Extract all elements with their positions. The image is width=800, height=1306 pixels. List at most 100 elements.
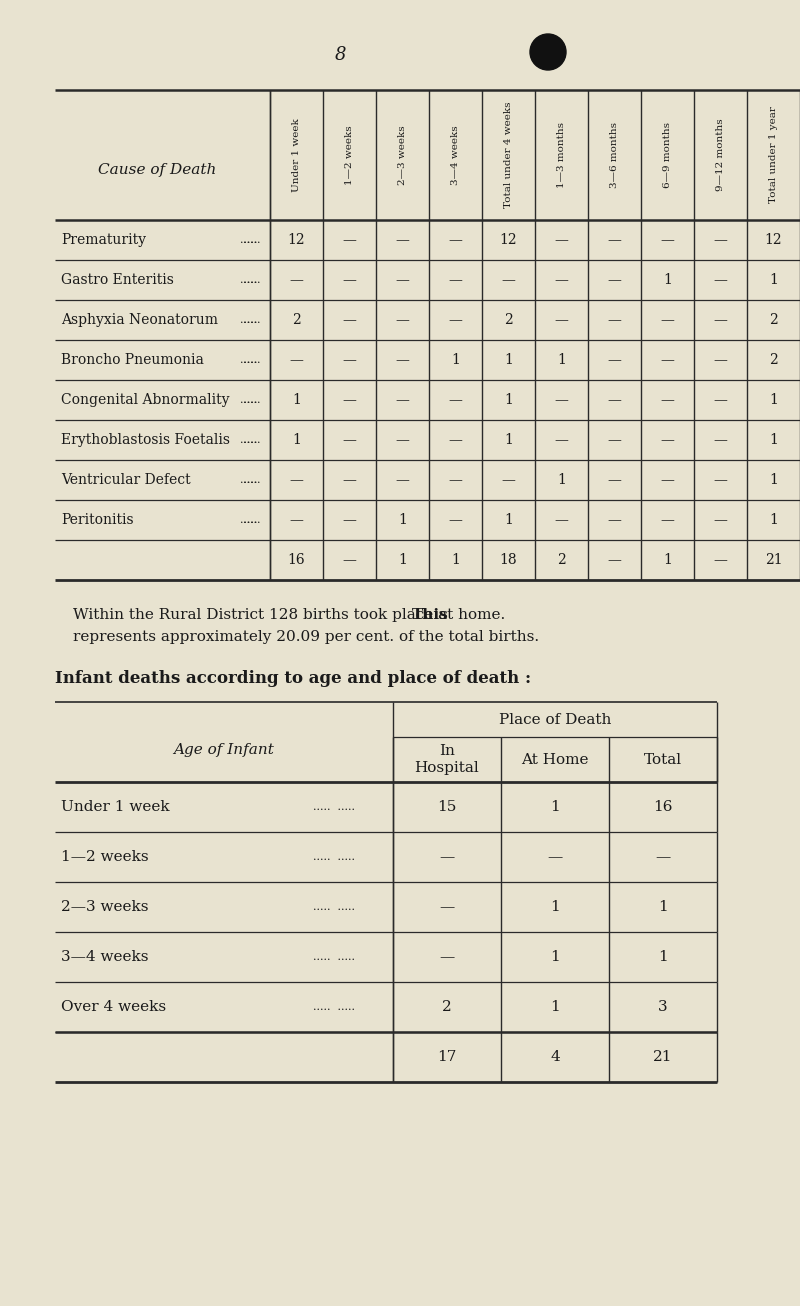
Text: —: — [395,434,410,447]
Text: .....  .....: ..... ..... [313,852,355,862]
Text: .....: ..... [240,315,258,325]
Text: .....: ..... [242,394,260,405]
Text: —: — [607,473,622,487]
Text: 8: 8 [334,46,346,64]
Text: 1: 1 [557,473,566,487]
Text: —: — [661,434,674,447]
Text: 1: 1 [504,434,513,447]
Text: —: — [502,473,515,487]
Text: .....  .....: ..... ..... [313,902,355,912]
Text: .....: ..... [240,276,258,285]
Text: —: — [714,232,727,247]
Text: 9—12 months: 9—12 months [716,119,725,191]
Text: —: — [714,273,727,287]
Text: .....: ..... [240,475,258,485]
Text: .....: ..... [242,475,260,485]
Text: —: — [661,513,674,528]
Text: .....: ..... [242,235,260,246]
Text: 3: 3 [658,1000,668,1013]
Text: Age of Infant: Age of Infant [174,743,274,757]
Text: 1: 1 [504,353,513,367]
Text: 1: 1 [550,949,560,964]
Text: This: This [412,609,449,622]
Text: —: — [395,353,410,367]
Text: 1: 1 [557,353,566,367]
Text: Total: Total [644,752,682,767]
Text: —: — [342,513,357,528]
Text: —: — [661,353,674,367]
Text: At Home: At Home [522,752,589,767]
Text: Over 4 weeks: Over 4 weeks [61,1000,166,1013]
Text: Cause of Death: Cause of Death [98,163,217,178]
Text: —: — [714,513,727,528]
Text: 1: 1 [550,1000,560,1013]
Text: 1: 1 [550,900,560,914]
Text: —: — [342,232,357,247]
Text: —: — [607,273,622,287]
Text: .....: ..... [240,355,258,364]
Text: 1: 1 [769,473,778,487]
Text: —: — [439,900,454,914]
Circle shape [530,34,566,71]
Text: —: — [714,313,727,326]
Text: 1: 1 [451,353,460,367]
Text: .....: ..... [242,435,260,445]
Text: Erythoblastosis Foetalis: Erythoblastosis Foetalis [61,434,230,447]
Text: —: — [449,513,462,528]
Text: .....: ..... [240,515,258,525]
Text: —: — [607,232,622,247]
Text: Total under 4 weeks: Total under 4 weeks [504,102,513,208]
Text: 1: 1 [550,801,560,814]
Text: 1: 1 [769,393,778,407]
Text: —: — [714,393,727,407]
Text: —: — [449,232,462,247]
Text: 1: 1 [451,552,460,567]
Text: 18: 18 [500,552,518,567]
Text: 1: 1 [769,434,778,447]
Text: Under 1 week: Under 1 week [61,801,170,814]
Text: Ventricular Defect: Ventricular Defect [61,473,190,487]
Text: —: — [342,273,357,287]
Text: —: — [449,434,462,447]
Text: .....: ..... [240,235,258,246]
Text: —: — [449,393,462,407]
Text: —: — [554,513,569,528]
Text: 3—4 weeks: 3—4 weeks [451,125,460,185]
Text: —: — [342,393,357,407]
Text: —: — [661,393,674,407]
Text: —: — [449,473,462,487]
Text: 2: 2 [292,313,301,326]
Text: —: — [661,473,674,487]
Text: 2: 2 [504,313,513,326]
Text: 1: 1 [658,900,668,914]
Text: —: — [661,232,674,247]
Text: .....  .....: ..... ..... [313,952,355,963]
Text: 1: 1 [504,393,513,407]
Text: Under 1 week: Under 1 week [292,118,301,192]
Text: —: — [449,273,462,287]
Text: —: — [661,313,674,326]
Text: —: — [655,850,670,865]
Text: Within the Rural District 128 births took place at home.: Within the Rural District 128 births too… [73,609,515,622]
Text: —: — [607,513,622,528]
Text: 2: 2 [557,552,566,567]
Text: .....: ..... [242,315,260,325]
Text: —: — [395,232,410,247]
Text: 17: 17 [438,1050,457,1064]
Text: —: — [395,273,410,287]
Text: Prematurity: Prematurity [61,232,146,247]
Text: —: — [439,949,454,964]
Text: 2: 2 [442,1000,452,1013]
Text: —: — [714,552,727,567]
Text: 1: 1 [398,552,407,567]
Text: —: — [714,473,727,487]
Text: Broncho Pneumonia: Broncho Pneumonia [61,353,204,367]
Text: 2: 2 [769,313,778,326]
Text: 2—3 weeks: 2—3 weeks [61,900,149,914]
Text: —: — [607,434,622,447]
Text: 4: 4 [550,1050,560,1064]
Text: Gastro Enteritis: Gastro Enteritis [61,273,174,287]
Text: —: — [290,513,303,528]
Text: —: — [607,552,622,567]
Text: 6—9 months: 6—9 months [663,121,672,188]
